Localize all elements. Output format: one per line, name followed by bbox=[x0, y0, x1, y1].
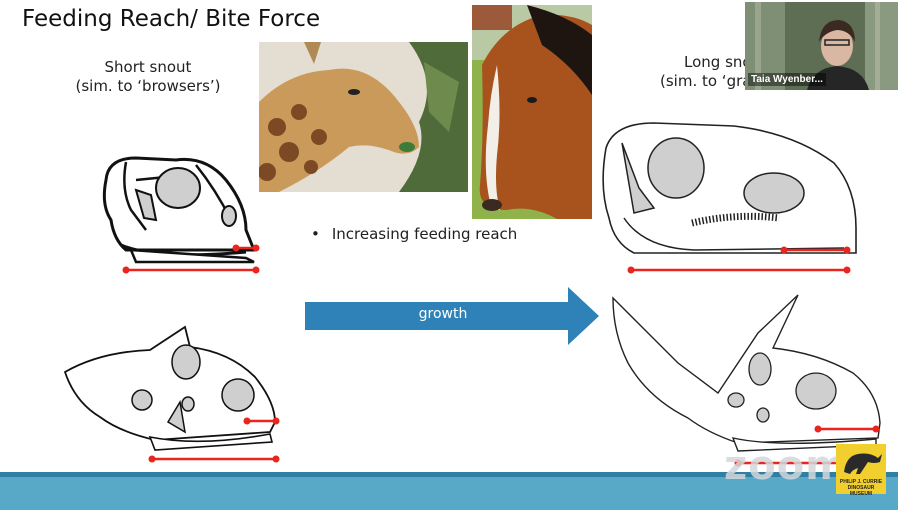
adult-skull-bottom bbox=[612, 294, 881, 467]
short-snout-label-line1: Short snout bbox=[104, 58, 192, 76]
growth-arrow-label: growth bbox=[418, 306, 468, 322]
juvenile-skull-bottom bbox=[63, 325, 280, 463]
juvenile-skull-top bbox=[102, 156, 260, 274]
museum-logo-text: PHILIP J. CURRIE DINOSAUR MUSEUM bbox=[839, 479, 883, 497]
participant-video-thumbnail[interactable]: Taia Wyenber... bbox=[745, 2, 898, 90]
participant-name-label: Taia Wyenber... bbox=[748, 73, 826, 86]
giraffe-photo bbox=[259, 42, 468, 192]
short-snout-label-line2: (sim. to ‘browsers’) bbox=[75, 77, 221, 95]
museum-logo: PHILIP J. CURRIE DINOSAUR MUSEUM bbox=[836, 444, 886, 497]
short-snout-label: Short snout (sim. to ‘browsers’) bbox=[70, 58, 226, 96]
zoom-watermark: zoom bbox=[724, 443, 848, 489]
feeding-reach-bullet: • Increasing feeding reach bbox=[311, 225, 517, 243]
dinosaur-logo-icon bbox=[844, 453, 882, 474]
long-snout-label: Long sno (sim. to ‘gra bbox=[660, 53, 756, 91]
slide-footer-bar bbox=[0, 472, 898, 510]
long-snout-label-line1: Long sno bbox=[684, 53, 752, 71]
growth-arrow bbox=[305, 287, 599, 345]
slide-title: Feeding Reach/ Bite Force bbox=[22, 6, 321, 32]
long-snout-label-line2: (sim. to ‘gra bbox=[660, 72, 752, 90]
adult-skull-top bbox=[602, 122, 857, 274]
bullet-text: Increasing feeding reach bbox=[331, 225, 518, 243]
horse-photo bbox=[472, 5, 592, 219]
bullet-dot: • bbox=[311, 225, 320, 243]
participant-video-feed bbox=[745, 2, 898, 90]
